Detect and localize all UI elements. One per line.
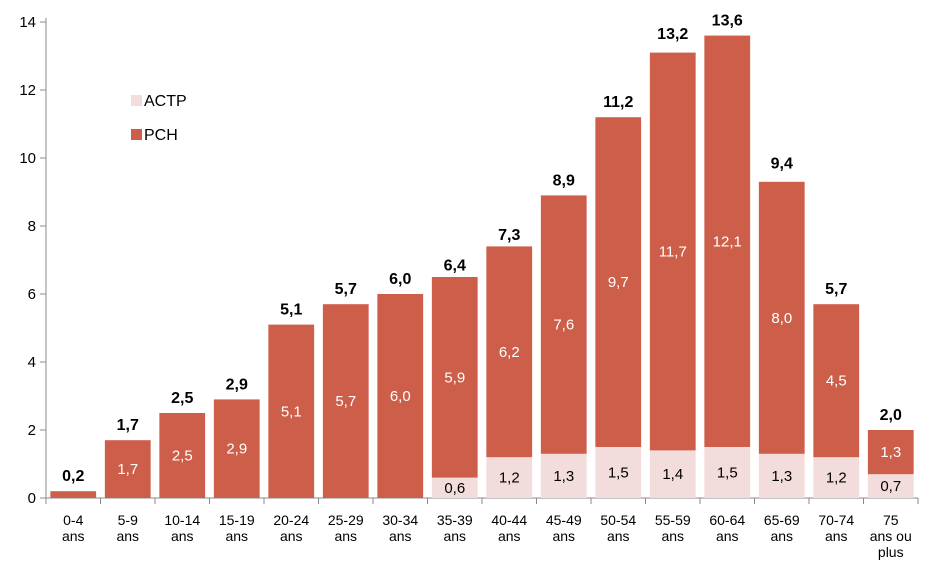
x-category-label: 50-54 ans — [600, 512, 636, 544]
bar-total-label: 5,7 — [825, 281, 847, 298]
x-category-label: 15-19 ans — [219, 512, 255, 544]
bar-segment-pch — [50, 491, 97, 498]
bar-segment-actp — [649, 450, 696, 498]
x-category-label: 0-4 ans — [62, 512, 85, 544]
bar-total-label: 11,2 — [603, 94, 633, 111]
bar-total-label: 2,5 — [171, 390, 193, 407]
y-tick-label: 14 — [19, 14, 36, 31]
segment-value-label: 5,1 — [281, 403, 302, 420]
segment-value-label: 1,4 — [662, 466, 683, 483]
bar-segment-pch — [867, 430, 914, 475]
segment-value-label: 7,6 — [553, 317, 574, 334]
y-tick-label: 2 — [28, 422, 36, 439]
y-tick-label: 6 — [28, 286, 36, 303]
bar-segment-pch — [431, 277, 478, 478]
x-category-label: 60-64 ans — [709, 512, 745, 544]
bar-segment-actp — [486, 457, 533, 498]
x-category-label: 45-49 ans — [546, 512, 582, 544]
bars: 0,2 1,7 1,7 2,5 2,5 2,9 2,9 5,1 5,1 5,7 5,7 6,0 6,0 0… — [50, 13, 914, 498]
legend-label-pch: PCH — [144, 127, 178, 144]
bar-segment-pch — [595, 117, 642, 447]
segment-value-label: 4,5 — [826, 373, 847, 390]
segment-value-label: 1,3 — [880, 444, 901, 461]
bar-total-label: 8,9 — [553, 172, 575, 189]
bar-segment-actp — [540, 453, 587, 498]
bar-segment-actp — [595, 447, 642, 498]
x-category-label: 35-39 ans — [437, 512, 473, 544]
segment-value-label: 1,7 — [117, 461, 138, 478]
bar-total-label: 6,4 — [444, 257, 466, 274]
y-axis: 0 2 4 6 8 10 12 14 — [19, 14, 47, 507]
y-tick-label: 0 — [28, 490, 36, 507]
bar-segment-actp — [758, 453, 805, 498]
bar-total-label: 5,7 — [335, 281, 357, 298]
legend-swatch-actp — [131, 95, 142, 106]
segment-value-label: 6,0 — [390, 388, 411, 405]
bar-segment-pch — [540, 195, 587, 454]
bar-total-label: 13,2 — [657, 26, 688, 43]
bar-segment-actp — [431, 477, 478, 498]
y-tick-label: 10 — [19, 150, 36, 167]
bar-segment-pch — [486, 246, 533, 458]
bar-total-label: 9,4 — [771, 155, 793, 172]
x-category-label: 40-44 ans — [491, 512, 527, 544]
y-tick-label: 8 — [28, 218, 36, 235]
segment-value-label: 5,7 — [335, 393, 356, 410]
segment-value-label: 1,3 — [771, 468, 792, 485]
bar-total-label: 2,0 — [880, 407, 902, 424]
segment-value-label: 11,7 — [659, 244, 687, 261]
x-axis: 0-4 ans 5-9 ans 10-14 ans 15-19 ans 20-24 ans 25-2… — [45, 497, 919, 560]
segment-value-label: 1,2 — [499, 470, 520, 487]
bar-segment-pch — [213, 399, 260, 498]
x-category-label: 25-29 ans — [328, 512, 364, 544]
legend-label-actp: ACTP — [144, 93, 187, 110]
segment-value-label: 1,5 — [717, 465, 738, 482]
legend-swatch-pch — [131, 129, 142, 140]
x-category-label: 65-69 ans — [764, 512, 800, 544]
bar-segment-actp — [813, 457, 860, 498]
bar-segment-pch — [649, 52, 696, 451]
bar-segment-pch — [377, 294, 424, 498]
segment-value-label: 1,2 — [826, 470, 847, 487]
x-category-label: 10-14 ans — [164, 512, 200, 544]
bar-segment-actp — [704, 447, 751, 498]
bar-total-label: 6,0 — [389, 271, 411, 288]
segment-value-label: 2,9 — [226, 441, 247, 458]
legend: ACTP PCH — [131, 93, 187, 144]
segment-value-label: 0,7 — [880, 478, 901, 495]
segment-value-label: 1,3 — [553, 468, 574, 485]
bar-segment-actp — [867, 474, 914, 498]
x-category-label: 30-34 ans — [382, 512, 418, 544]
bar-segment-pch — [322, 304, 369, 498]
bar-segment-pch — [104, 440, 151, 498]
y-tick-label: 4 — [28, 354, 36, 371]
x-category-label: 5-9 ans — [116, 512, 139, 544]
segment-value-label: 1,5 — [608, 465, 629, 482]
x-category-label: 75 ans ou plus — [870, 512, 912, 560]
x-category-label: 20-24 ans — [273, 512, 309, 544]
segment-value-label: 0,6 — [444, 480, 465, 497]
x-category-label: 70-74 ans — [818, 512, 854, 544]
bar-segment-pch — [159, 413, 206, 498]
bar-segment-pch — [704, 35, 751, 447]
bar-segment-pch — [268, 324, 315, 498]
bar-total-label: 5,1 — [280, 302, 302, 319]
bar-total-label: 2,9 — [226, 376, 248, 393]
segment-value-label: 12,1 — [713, 233, 742, 250]
bar-total-label: 0,2 — [62, 468, 84, 485]
segment-value-label: 5,9 — [444, 369, 465, 386]
segment-value-label: 9,7 — [608, 274, 629, 291]
bar-total-label: 1,7 — [117, 417, 139, 434]
segment-value-label: 6,2 — [499, 344, 520, 361]
bar-total-label: 7,3 — [498, 227, 520, 244]
bar-segment-pch — [813, 304, 860, 458]
bar-segment-pch — [758, 181, 805, 454]
bar-total-label: 13,6 — [712, 13, 743, 30]
y-tick-label: 12 — [19, 82, 36, 99]
segment-value-label: 2,5 — [172, 448, 193, 465]
segment-value-label: 8,0 — [771, 310, 792, 327]
x-category-label: 55-59 ans — [655, 512, 691, 544]
